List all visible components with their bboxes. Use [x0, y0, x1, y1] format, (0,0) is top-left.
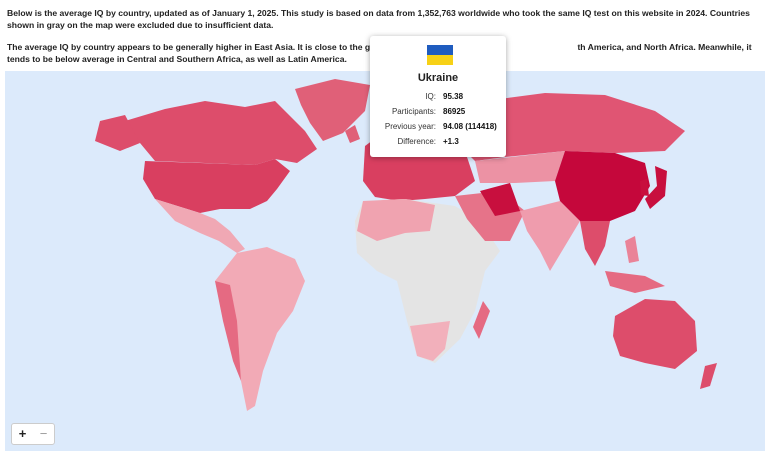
- mexico: [155, 199, 245, 253]
- tooltip-row: Difference: +1.3: [370, 137, 506, 149]
- australia: [613, 299, 697, 369]
- row-label: Participants:: [391, 107, 436, 116]
- row-value: +1.3: [443, 137, 459, 146]
- china: [555, 151, 650, 221]
- row-value: 94.08 (114418): [443, 122, 497, 131]
- row-label: Difference:: [397, 137, 436, 146]
- usa: [143, 159, 290, 213]
- chile-peru: [215, 281, 241, 381]
- row-value: 86925: [443, 107, 466, 116]
- tooltip-country: Ukraine: [417, 72, 459, 84]
- greenland: [295, 79, 370, 141]
- japan: [645, 166, 667, 209]
- alaska: [95, 115, 140, 151]
- summary-text: The average IQ by country appears to be …: [7, 41, 763, 65]
- intro-text: Below is the average IQ by country, upda…: [7, 8, 750, 30]
- tooltip-row: Previous year: 94.08 (114418): [370, 122, 506, 134]
- india: [520, 201, 580, 271]
- zoom-in[interactable]: +: [18, 426, 27, 441]
- south-africa: [410, 321, 450, 361]
- southeast-asia: [580, 221, 610, 266]
- canada: [125, 101, 317, 165]
- central-asia: [475, 151, 565, 183]
- new-zealand: [700, 363, 717, 389]
- iceland: [345, 125, 360, 143]
- summary-end: th America, and North Africa. Meanwhile,…: [7, 42, 752, 64]
- row-label: IQ:: [425, 92, 436, 101]
- korea: [640, 179, 649, 196]
- africa: [355, 199, 500, 363]
- philippines: [625, 236, 639, 263]
- indonesia: [605, 271, 665, 293]
- tooltip: Ukraine IQ: 95.38 Participants: 86925 Previo…: [370, 36, 506, 157]
- south-america: [215, 247, 305, 411]
- summary-start: The average IQ by country appears to be …: [7, 42, 426, 52]
- iran: [480, 183, 520, 216]
- row-value: 95.38: [443, 92, 464, 101]
- north-africa: [357, 199, 435, 241]
- tooltip-row: Participants: 86925: [370, 107, 506, 119]
- row-label: Previous year:: [384, 122, 436, 131]
- tooltip-row: IQ: 95.38: [370, 92, 506, 104]
- zoom-control: + −: [11, 423, 55, 445]
- flag: [427, 45, 453, 65]
- madagascar: [473, 301, 490, 339]
- zoom-out[interactable]: −: [39, 426, 48, 441]
